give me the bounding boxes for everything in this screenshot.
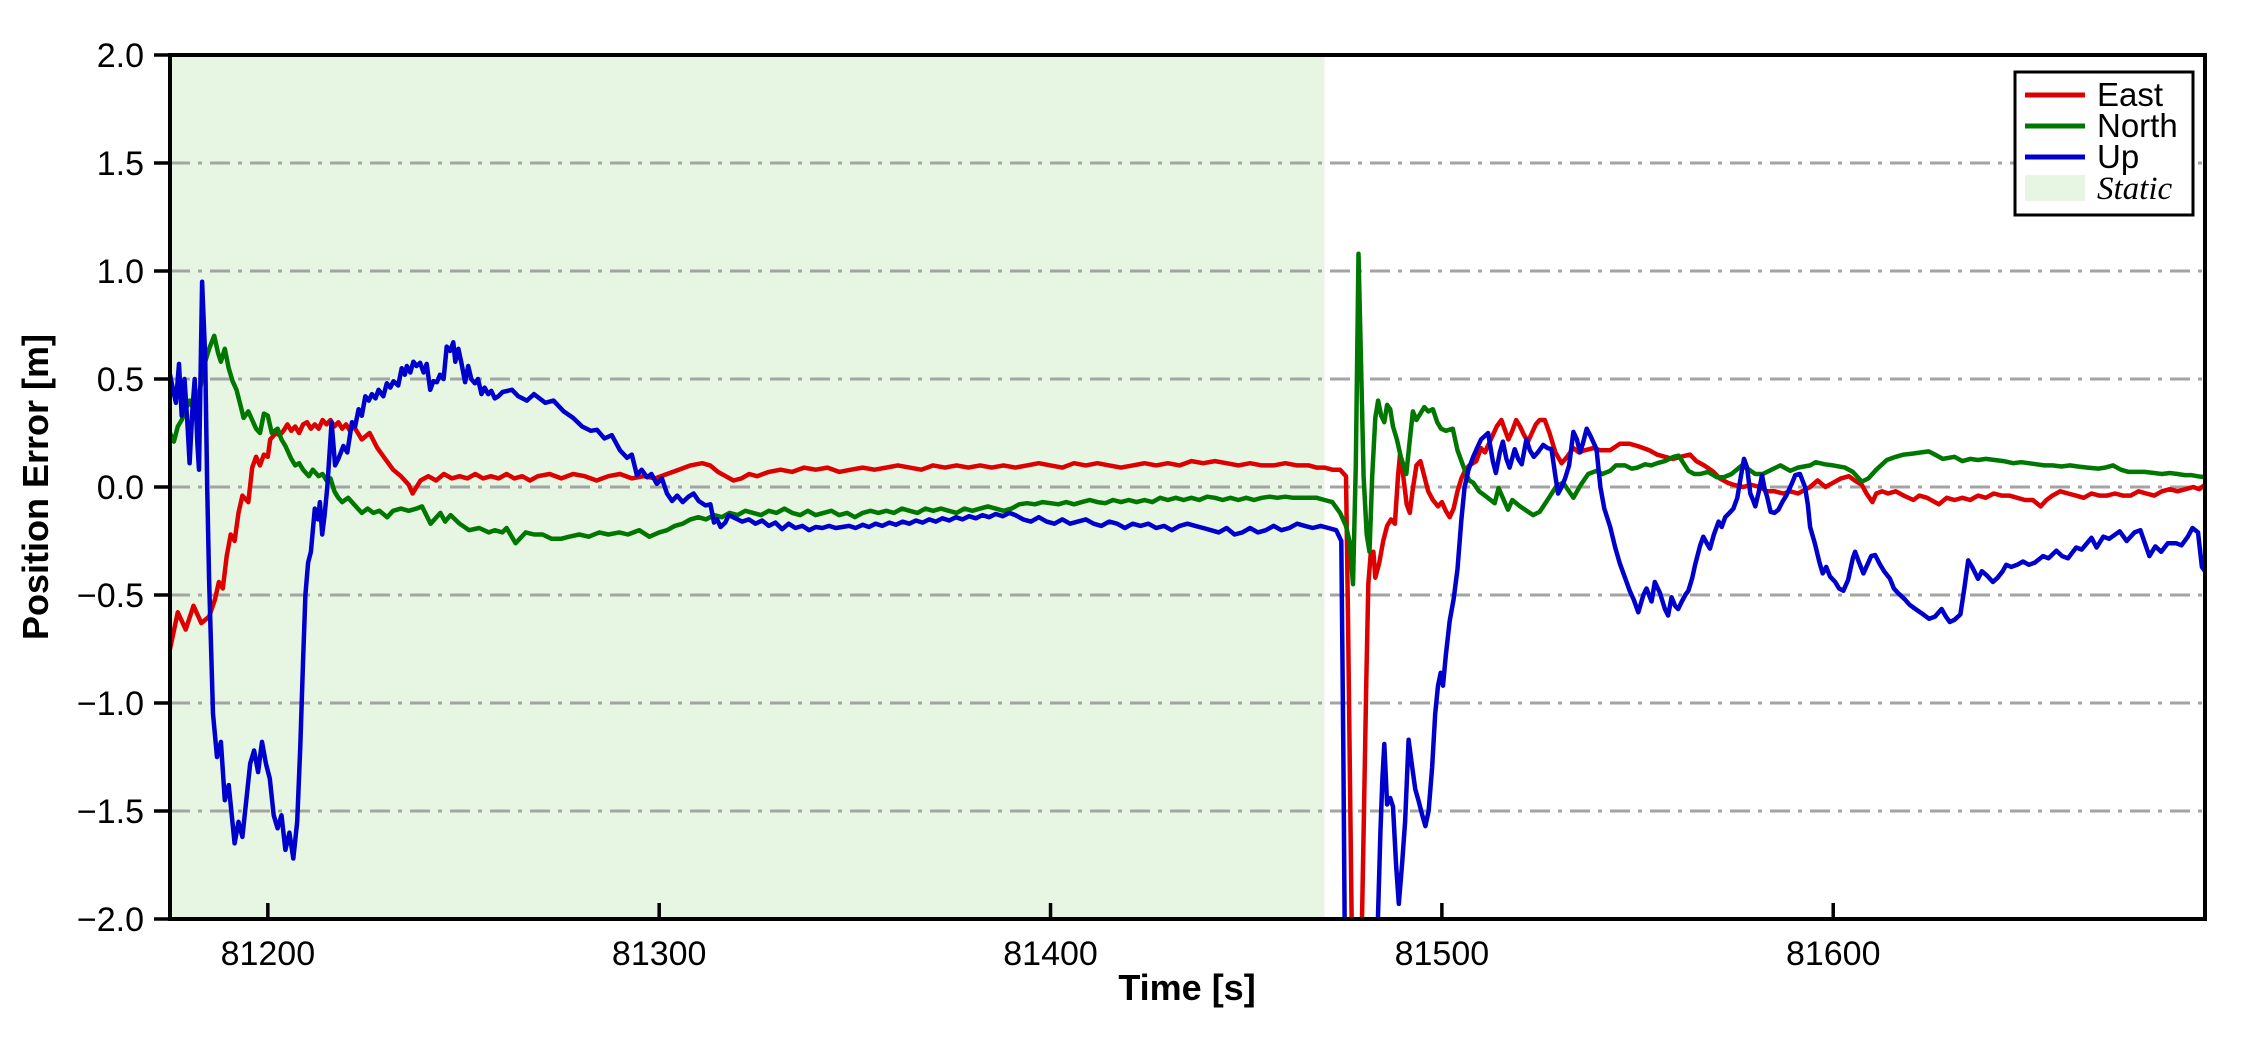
gridlines <box>170 161 2205 813</box>
legend-label-north: North <box>2097 107 2178 144</box>
x-tick-label-81300: 81300 <box>612 935 707 973</box>
legend-label-east: East <box>2097 76 2163 113</box>
series-line-east <box>170 417 2205 919</box>
x-axis-label: Time [s] <box>1118 967 1255 1008</box>
y-tick-label--0.5: −0.5 <box>77 577 144 615</box>
y-tick-label--1: −1.0 <box>77 685 144 723</box>
y-tick-label-0: 0.0 <box>97 469 144 507</box>
y-tick-label-2: 2.0 <box>97 37 144 75</box>
y-tick-label-0.5: 0.5 <box>97 361 144 399</box>
x-tick-label-81600: 81600 <box>1786 935 1881 973</box>
y-axis-label: Position Error [m] <box>15 334 56 640</box>
axis-ticks: 81200 81300 81400 81500 81600 2.0 1.5 1.0 0.5 0.0… <box>77 37 1881 973</box>
series-line-up <box>170 279 2205 919</box>
x-tick-label-81500: 81500 <box>1395 935 1490 973</box>
data-series-layer <box>170 251 2205 919</box>
y-tick-label-1: 1.0 <box>97 253 144 291</box>
legend-label-up: Up <box>2097 138 2139 175</box>
legend-swatch-static <box>2025 175 2085 201</box>
x-tick-label-81200: 81200 <box>221 935 316 973</box>
y-tick-label--2: −2.0 <box>77 901 144 939</box>
y-tick-label--1.5: −1.5 <box>77 793 144 831</box>
y-tick-label-1.5: 1.5 <box>97 145 144 183</box>
series-line-north <box>170 251 2205 587</box>
legend-label-static: Static <box>2097 171 2173 207</box>
x-tick-label-81400: 81400 <box>1003 935 1098 973</box>
